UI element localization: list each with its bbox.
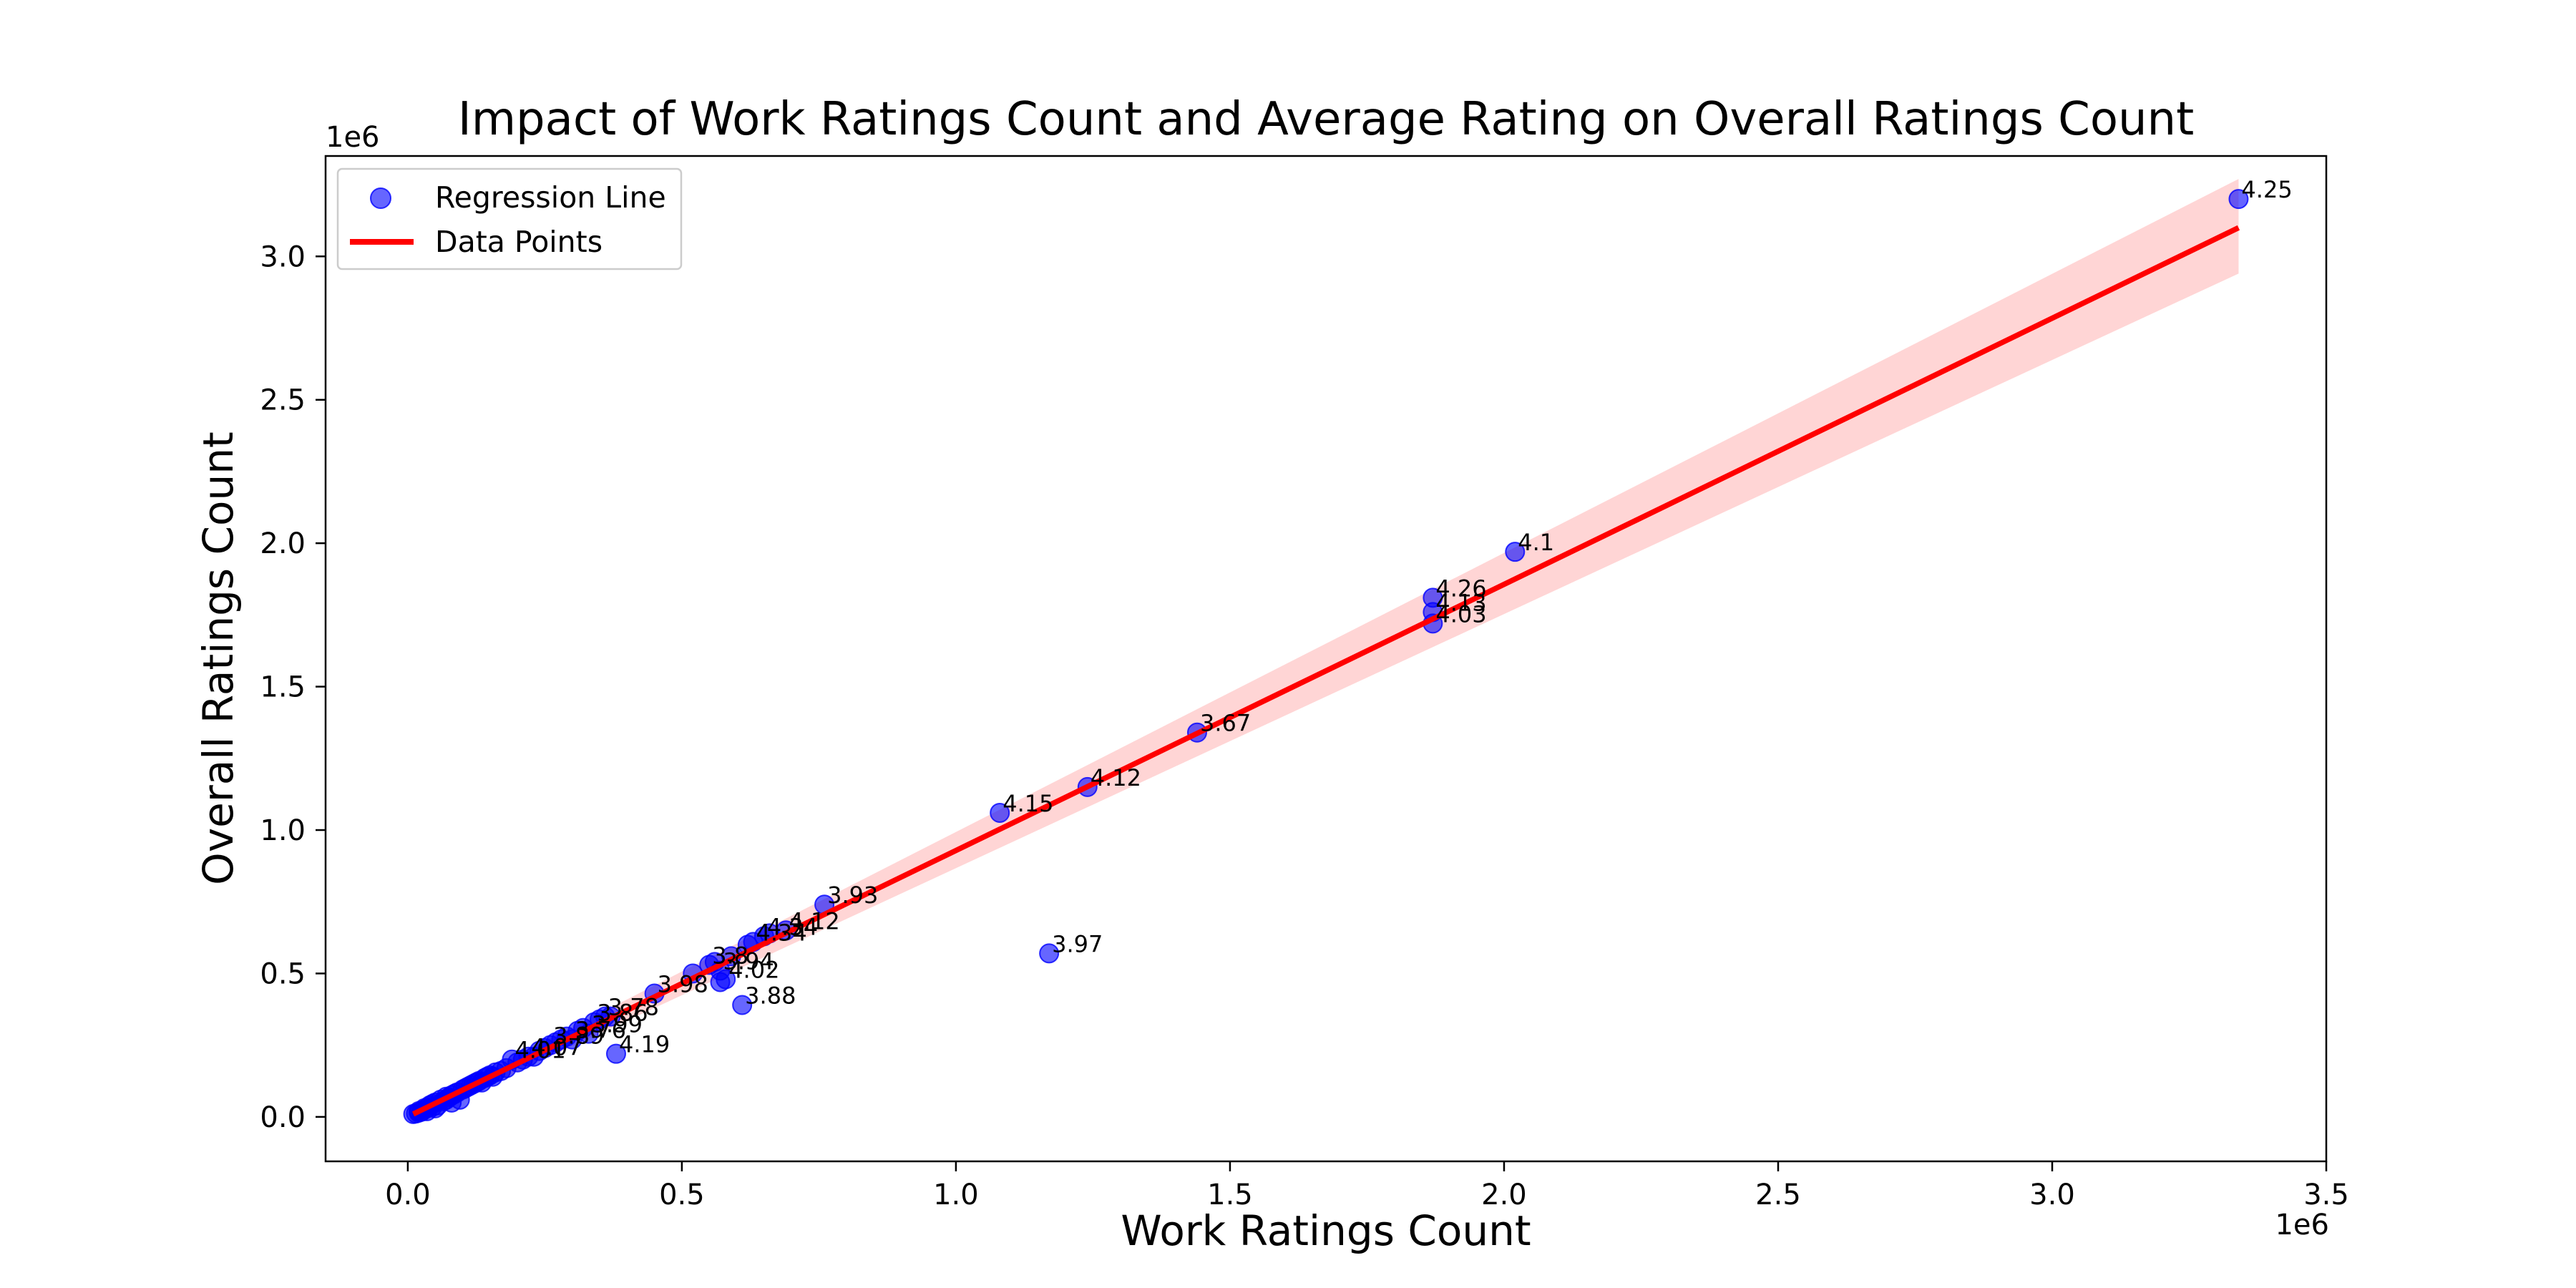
y-tick-label: 1.0	[260, 814, 306, 847]
confidence-band	[413, 179, 2239, 1120]
point-label: 4.15	[1002, 790, 1053, 817]
point-label: 3.76	[575, 1017, 626, 1044]
point-label: 3.88	[745, 982, 796, 1010]
point-label: 3.8	[712, 942, 748, 969]
point-label: 4.12	[1091, 764, 1141, 791]
x-tick-label: 0.0	[385, 1179, 431, 1211]
point-label: 3.94	[723, 947, 774, 975]
x-tick-label: 2.0	[1481, 1179, 1527, 1211]
y-axis-label: Overall Ratings Count	[194, 431, 243, 885]
scatter-point-labeled	[605, 1043, 626, 1064]
legend-box	[336, 167, 683, 270]
point-label: 3.98	[658, 970, 708, 997]
point-label: 3.97	[1052, 930, 1103, 957]
point-label: 4.34	[767, 913, 818, 940]
point-label: 4.02	[728, 956, 779, 983]
x-axis: 0.0 0.5 1.0 1.5 2.0 2.5 3.0 3.5	[385, 1161, 2349, 1211]
regression-line	[411, 225, 2240, 1117]
point-label: 3.67	[1200, 710, 1251, 737]
point-label: 4.26	[1435, 575, 1486, 602]
point-label: 4.03	[1435, 600, 1486, 628]
regression-line-layer	[411, 225, 2240, 1117]
point-label: 4.1	[1518, 529, 1554, 556]
point-label: 3.86	[597, 1000, 648, 1027]
scatter-point-labeled	[2228, 189, 2249, 210]
point-label: 3.93	[827, 882, 878, 909]
x-tick-label: 1.5	[1207, 1179, 1253, 1211]
legend-scatter-label: Regression Line	[435, 180, 666, 215]
y-axis: 0.0 0.5 1.0 1.5 2.0 2.5 3.0	[260, 240, 326, 1134]
x-tick-label: 2.5	[1755, 1179, 1801, 1211]
scatter-point-labeled	[1039, 943, 1060, 964]
y-offset-label: 1e6	[326, 121, 380, 154]
point-label: 4.25	[2241, 176, 2292, 203]
x-tick-label: 1.0	[933, 1179, 979, 1211]
x-tick-label: 0.5	[659, 1179, 705, 1211]
chart-title: Impact of Work Ratings Count and Average…	[458, 93, 2194, 146]
scatter-point-labeled	[716, 969, 736, 990]
scatter-point-labeled	[732, 995, 753, 1015]
scatter-point-labeled	[1505, 542, 1526, 562]
legend-line-label: Data Points	[435, 225, 602, 259]
point-label: 4.01	[514, 1037, 565, 1064]
point-label: 4.13	[1435, 589, 1486, 616]
point-label: 4.19	[619, 1031, 670, 1058]
y-tick-label: 2.0	[260, 527, 306, 560]
point-labels-layer: 4.254.14.264.134.033.674.124.153.973.934…	[514, 176, 2292, 1064]
plot-frame	[324, 155, 2328, 1163]
y-tick-label: 3.0	[260, 240, 306, 273]
point-label: 4.12	[789, 907, 839, 935]
confidence-band-layer	[413, 179, 2239, 1120]
point-label: 4.34	[756, 919, 807, 946]
legend-scatter-marker	[370, 187, 391, 209]
legend: Regression Line Data Points	[336, 167, 683, 270]
y-tick-label: 0.0	[260, 1101, 306, 1134]
x-axis-label: Work Ratings Count	[1121, 1206, 1531, 1255]
y-tick-label: 2.5	[260, 384, 306, 417]
point-label: 3.99	[592, 1011, 643, 1038]
point-label: 4.07	[531, 1034, 582, 1061]
y-tick-label: 1.5	[260, 671, 306, 704]
point-label: 3.78	[608, 994, 659, 1021]
x-tick-label: 3.5	[2303, 1179, 2349, 1211]
x-tick-label: 3.0	[2029, 1179, 2075, 1211]
x-offset-label: 1e6	[2275, 1209, 2329, 1241]
point-label: 3.89	[553, 1023, 604, 1050]
y-tick-label: 0.5	[260, 957, 306, 990]
scatter-point-labeled	[990, 802, 1010, 823]
